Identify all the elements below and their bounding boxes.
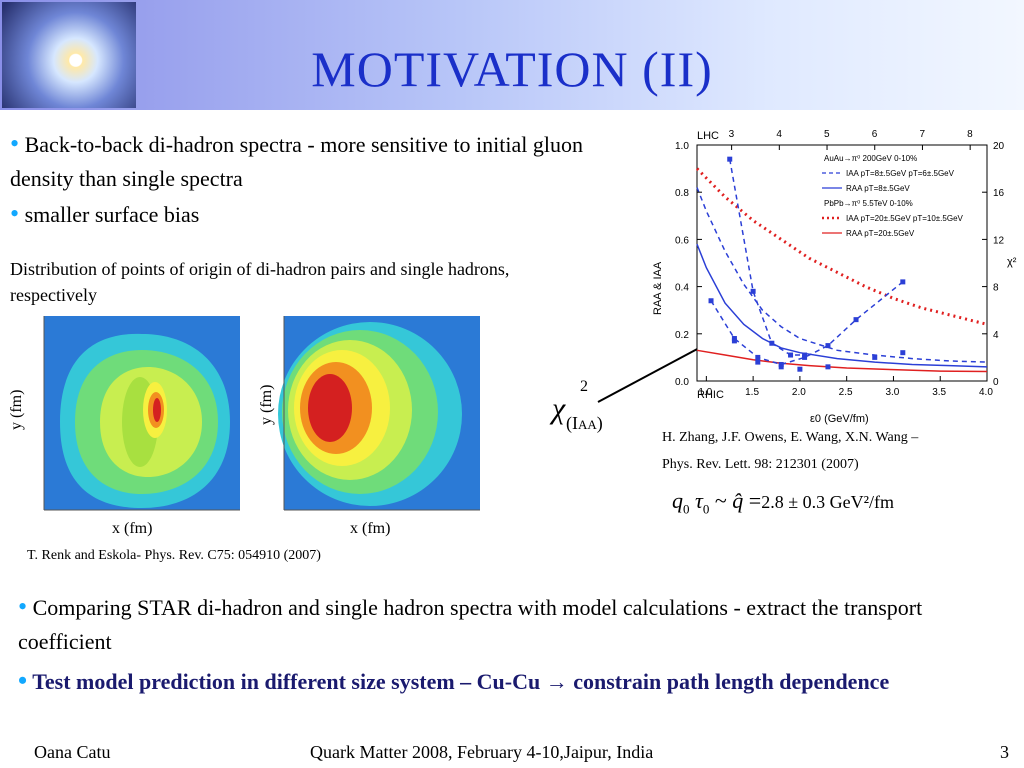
top-tick-label: 6 [872, 129, 878, 140]
chi-superscript: 2 [580, 378, 588, 395]
top-tick-label: 8 [967, 129, 973, 140]
collision-logo-image [2, 2, 136, 108]
bullet-2: • smaller surface bias [10, 197, 630, 232]
data-point [708, 298, 714, 304]
data-point [853, 317, 859, 323]
xlabel-left-1: x (fm) [112, 520, 153, 537]
y2-tick-label: 8 [993, 283, 999, 294]
bullet-dot-icon: • [10, 199, 20, 228]
chi-sub-text: (I [566, 413, 578, 433]
bullet-1: • Back-to-back di-hadron spectra - more … [10, 127, 630, 196]
data-point [769, 340, 775, 346]
right-ref-line2: Phys. Rev. Lett. 98: 212301 (2007) [662, 457, 859, 472]
y-tick-label: 0.0 [675, 377, 689, 388]
plot-frame [696, 144, 988, 382]
raa-iaa-chart: 1.0 1.5 2.0 2.5 3.0 3.5 4.0 0.0 0.2 0.4 0.6 0.8 1.0 0… [652, 129, 1017, 425]
transport-formula: q0 τ0 ~ q̂ =2.8 ± 0.3 GeV²/fm [672, 488, 894, 517]
bullet-3-text: Comparing STAR di-hadron and single hadr… [18, 595, 923, 654]
data-point [872, 354, 878, 360]
legend-entry: IAA pT=20±.5GeV pT=10±.5GeV [846, 214, 964, 223]
xlabel-left-2: x (fm) [350, 520, 391, 537]
y-axis-label: RAA & IAA [652, 261, 664, 315]
top-tick-label: 3 [729, 129, 735, 140]
chi-symbol: χ [552, 392, 566, 425]
heatmap-dihadron [43, 316, 240, 511]
ylabel-left-1: y (fm) [8, 389, 25, 430]
chi-sub-close: ) [596, 413, 603, 433]
data-point [797, 366, 803, 372]
left-citation: T. Renk and Eskola- Phys. Rev. C75: 0549… [27, 548, 321, 563]
chi-subscript: (IAA) [566, 413, 603, 434]
x-axis-label: ε0 (GeV/fm) [810, 413, 869, 425]
y2-axis-label: χ² [1007, 256, 1017, 268]
legend-entry: RAA pT=20±.5GeV [846, 229, 915, 238]
distribution-note: Distribution of points of origin of di-h… [10, 259, 510, 305]
title-bar [0, 0, 1024, 110]
y-tick-label: 0.6 [675, 235, 689, 246]
top-tick-label: 4 [776, 129, 782, 140]
data-point [731, 338, 737, 344]
x-tick-label: 2.5 [839, 387, 853, 398]
x-tick-label: 4.0 [979, 387, 993, 398]
data-point [900, 350, 906, 356]
y-tick-label: 0.8 [675, 188, 689, 199]
x-tick-label: 3.0 [885, 387, 899, 398]
data-point [778, 364, 784, 370]
data-point [825, 343, 831, 349]
chi-sub-aa: AA [578, 417, 597, 432]
y2-tick-label: 0 [993, 377, 999, 388]
series-line [696, 349, 988, 373]
ylabel-left-2: y (fm) [258, 384, 275, 425]
bullet-dot-icon: • [18, 666, 28, 695]
bullet-3: • Comparing STAR di-hadron and single ha… [18, 590, 1008, 659]
y2-tick-label: 12 [993, 235, 1005, 246]
bullet-1-text: Back-to-back di-hadron spectra - more se… [10, 132, 583, 191]
footer-conference: Quark Matter 2008, February 4-10,Jaipur,… [310, 742, 654, 762]
data-point [755, 354, 761, 360]
data-point [750, 288, 756, 294]
bullet-4-text: Test model prediction in different size … [32, 669, 890, 694]
top-tick-label: 5 [824, 129, 830, 140]
series-line [710, 281, 904, 366]
data-point [755, 359, 761, 365]
bullet-dot-icon: • [10, 129, 20, 158]
series-line [696, 243, 988, 368]
x-tick-label: 1.0 [698, 387, 712, 398]
y2-tick-label: 16 [993, 188, 1005, 199]
x-tick-label: 3.5 [932, 387, 946, 398]
bullet-2-text: smaller surface bias [24, 202, 200, 227]
formula-value: 2.8 ± 0.3 GeV²/fm [761, 492, 894, 512]
y-tick-label: 0.2 [675, 330, 689, 341]
series-line [695, 167, 988, 326]
x-tick-label: 1.5 [745, 387, 759, 398]
legend-entry: IAA pT=8±.5GeV pT=6±.5GeV [846, 169, 955, 178]
x-tick-label: 2.0 [792, 387, 806, 398]
footer-author: Oana Catu [34, 742, 111, 762]
data-point [900, 279, 906, 285]
data-point [788, 352, 794, 358]
series-line [696, 187, 988, 363]
y2-tick-label: 4 [993, 330, 999, 341]
footer-page-number: 3 [1000, 742, 1009, 762]
bullet-4: • Test model prediction in different siz… [18, 664, 1008, 699]
slide-title: MOTIVATION (II) [311, 41, 713, 97]
legend-entry: PbPb→π⁰ 5.5TeV 0-10% [824, 199, 913, 208]
top-axis-label: LHC [697, 130, 719, 142]
y-tick-label: 0.4 [675, 283, 689, 294]
right-ref-line1: H. Zhang, J.F. Owens, E. Wang, X.N. Wang… [662, 430, 919, 445]
y-tick-label: 1.0 [675, 141, 689, 152]
data-point [825, 364, 831, 370]
bullet-dot-icon: • [18, 592, 28, 621]
heatmap-single-hadron [278, 316, 480, 511]
data-point [802, 354, 808, 360]
legend-entry: RAA pT=8±.5GeV [846, 184, 910, 193]
legend-entry: AuAu→π⁰ 200GeV 0-10% [824, 154, 917, 163]
top-tick-label: 7 [919, 129, 925, 140]
data-point [727, 156, 733, 162]
bottom-axis-label: RHIC [697, 389, 724, 401]
y2-tick-label: 20 [993, 141, 1005, 152]
